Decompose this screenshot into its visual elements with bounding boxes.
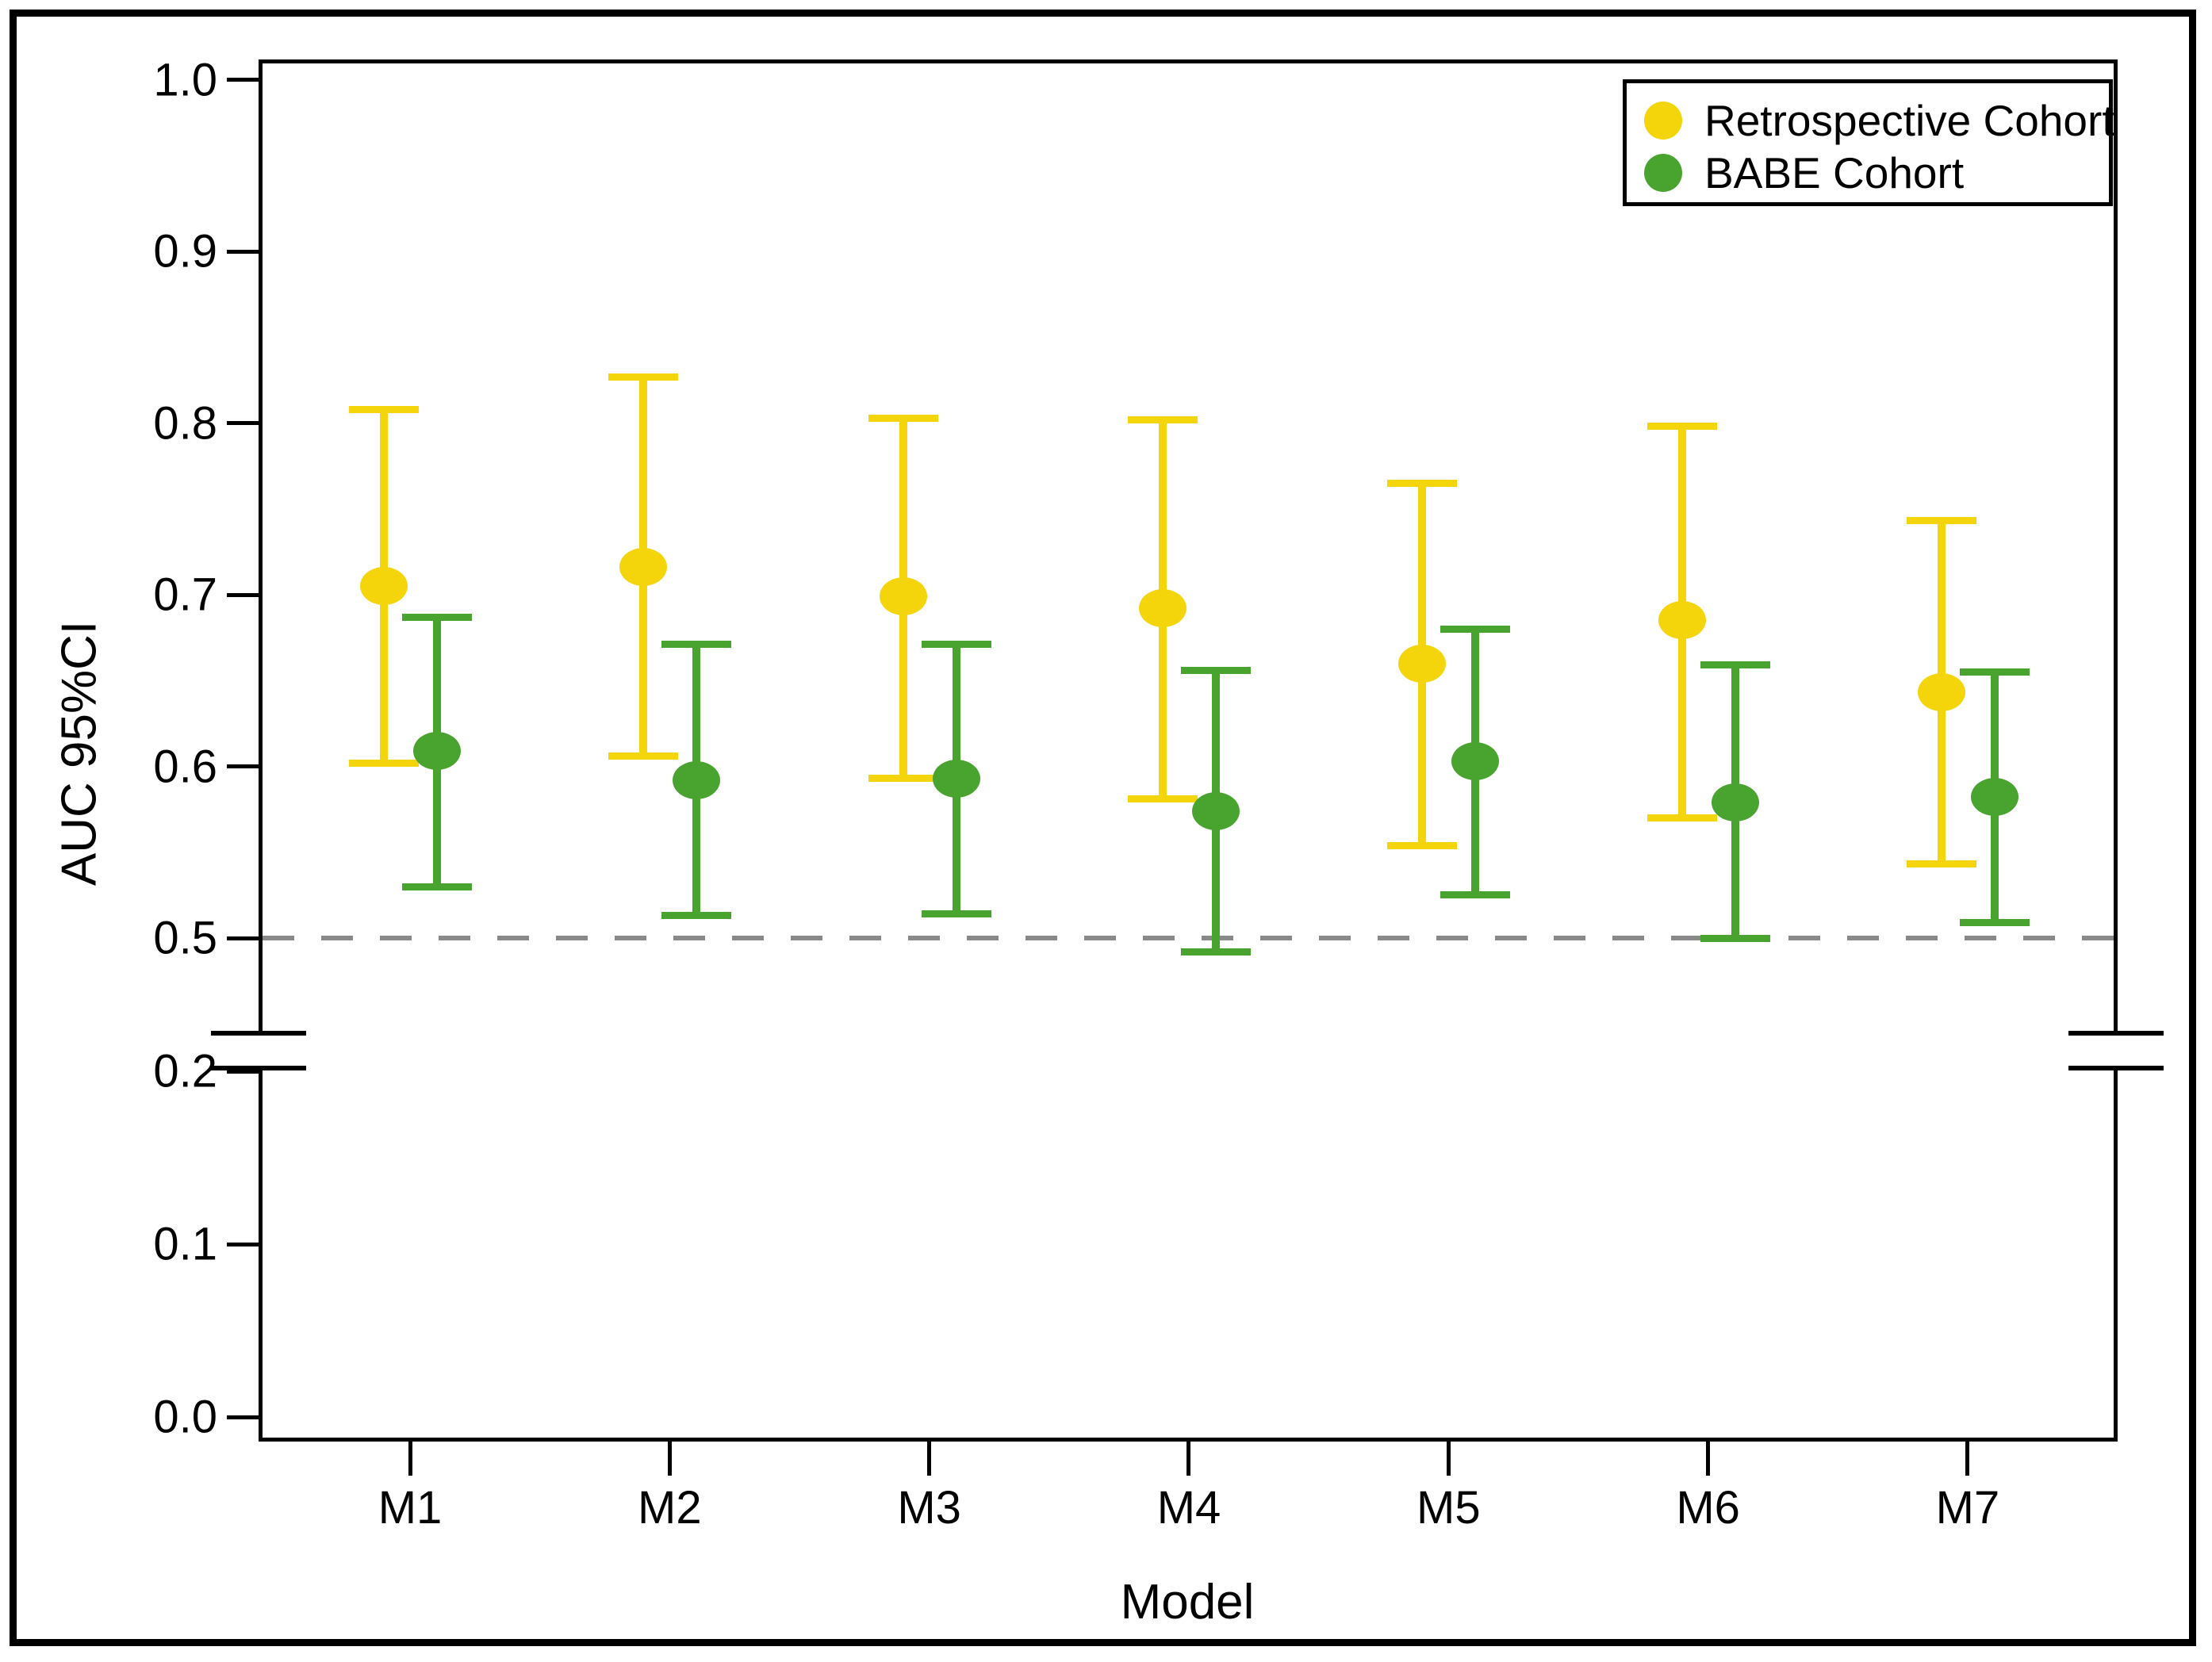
- y-axis-tick: [227, 936, 259, 940]
- x-axis-tick-label: M3: [897, 1482, 961, 1534]
- point-marker-retrospective-M5: [1398, 644, 1447, 683]
- y-axis-title: AUC 95%CI: [52, 620, 107, 887]
- x-axis-tick: [667, 1441, 672, 1476]
- y-axis-tick: [227, 592, 259, 597]
- reference-line-0p5: [263, 936, 2114, 940]
- point-marker-babe-M1: [413, 732, 461, 770]
- ci-cap-top-babe-M4: [1180, 666, 1251, 674]
- legend-item-babe: BABE Cohort: [1644, 148, 1964, 197]
- ci-cap-bottom-retrospective-M3: [868, 775, 938, 783]
- ci-cap-top-retrospective-M7: [1906, 517, 1976, 525]
- ci-cap-top-retrospective-M5: [1387, 479, 1458, 487]
- y-axis-tick-label: 0.9: [153, 225, 217, 278]
- y-axis-tick-label: 0.5: [153, 912, 217, 964]
- y-axis-tick: [227, 421, 259, 425]
- ci-cap-bottom-babe-M6: [1700, 934, 1770, 942]
- ci-cap-top-retrospective-M6: [1647, 423, 1717, 431]
- x-axis-tick: [927, 1441, 932, 1476]
- point-marker-babe-M6: [1711, 783, 1759, 821]
- y-axis-tick-label: 0.6: [153, 741, 217, 792]
- x-axis-tick-label: M6: [1676, 1482, 1740, 1534]
- ci-cap-bottom-retrospective-M5: [1387, 841, 1458, 849]
- point-marker-babe-M3: [932, 759, 980, 798]
- y-axis-tick-label: 0.1: [153, 1218, 217, 1270]
- point-marker-retrospective-M7: [1917, 673, 1965, 712]
- ci-cap-top-babe-M1: [402, 613, 472, 621]
- ci-cap-top-retrospective-M3: [868, 414, 938, 422]
- ci-cap-bottom-babe-M3: [921, 910, 991, 918]
- point-marker-babe-M2: [673, 760, 721, 799]
- ci-cap-top-babe-M5: [1440, 625, 1511, 633]
- ci-cap-top-babe-M3: [921, 641, 991, 649]
- ci-cap-bottom-retrospective-M4: [1127, 795, 1198, 803]
- x-axis-tick: [408, 1441, 412, 1476]
- legend-box: Retrospective Cohort BABE Cohort: [1623, 79, 2114, 206]
- x-axis-tick-label: M2: [638, 1482, 702, 1534]
- point-marker-retrospective-M2: [619, 548, 668, 587]
- ci-cap-top-retrospective-M1: [349, 405, 419, 413]
- point-marker-babe-M4: [1191, 791, 1240, 830]
- y-axis-tick: [227, 764, 259, 768]
- ci-cap-top-retrospective-M4: [1127, 416, 1198, 423]
- legend-item-label: Retrospective Cohort: [1704, 96, 2114, 145]
- legend-item-retrospective: Retrospective Cohort: [1644, 96, 2114, 145]
- babe-marker-icon: [1644, 154, 1682, 192]
- y-axis-tick: [227, 1242, 259, 1246]
- x-axis-title: Model: [1120, 1575, 1255, 1629]
- legend-item-label: BABE Cohort: [1704, 148, 1965, 197]
- y-axis-tick-label: 0.8: [153, 397, 217, 449]
- ci-cap-bottom-babe-M2: [661, 912, 732, 920]
- y-axis-tick: [227, 249, 259, 254]
- axis-break-mark-right-lower: [2068, 1066, 2164, 1070]
- ci-cap-bottom-babe-M1: [402, 883, 472, 890]
- axis-break-gap-right: [2110, 1036, 2122, 1066]
- y-axis-tick: [227, 1069, 259, 1074]
- y-axis-tick-label: 0.2: [153, 1045, 217, 1097]
- axis-break-gap-left: [252, 1036, 265, 1066]
- plot-area: [259, 59, 2118, 1442]
- x-axis-tick: [1446, 1441, 1451, 1476]
- axis-break-mark-left-upper: [211, 1031, 306, 1036]
- x-axis-tick-label: M5: [1417, 1482, 1481, 1534]
- y-axis-tick-label: 1.0: [153, 54, 217, 105]
- x-axis-tick-label: M7: [1935, 1482, 2000, 1534]
- ci-cap-top-babe-M2: [661, 641, 732, 649]
- x-axis-tick: [1187, 1441, 1191, 1476]
- y-axis-tick: [227, 78, 259, 82]
- ci-cap-top-retrospective-M2: [608, 373, 679, 381]
- point-marker-retrospective-M3: [879, 577, 927, 616]
- y-axis-tick: [227, 1415, 259, 1419]
- ci-cap-bottom-babe-M4: [1180, 948, 1251, 955]
- point-marker-babe-M7: [1970, 778, 2018, 817]
- ci-cap-bottom-retrospective-M1: [349, 759, 419, 767]
- ci-cap-bottom-babe-M7: [1959, 919, 2030, 926]
- ci-cap-bottom-babe-M5: [1440, 891, 1511, 899]
- ci-cap-bottom-retrospective-M6: [1647, 814, 1717, 821]
- x-axis-tick: [1965, 1441, 1970, 1476]
- y-axis-tick-label: 0.0: [153, 1391, 217, 1443]
- x-axis-tick-label: M1: [378, 1482, 443, 1534]
- point-marker-retrospective-M4: [1138, 589, 1187, 628]
- ci-cap-top-babe-M6: [1700, 661, 1770, 669]
- point-marker-retrospective-M1: [360, 567, 408, 606]
- y-axis-tick-label: 0.7: [153, 569, 217, 621]
- ci-cap-bottom-retrospective-M2: [608, 752, 679, 760]
- axis-break-mark-left-lower: [211, 1066, 306, 1070]
- ci-cap-bottom-retrospective-M7: [1906, 860, 1976, 868]
- point-marker-babe-M5: [1451, 742, 1500, 780]
- ci-cap-top-babe-M7: [1959, 668, 2030, 676]
- point-marker-retrospective-M6: [1658, 601, 1706, 640]
- axis-break-mark-right-upper: [2068, 1031, 2164, 1036]
- x-axis-tick-label: M4: [1156, 1482, 1221, 1534]
- retrospective-marker-icon: [1644, 101, 1682, 140]
- x-axis-tick: [1706, 1441, 1711, 1476]
